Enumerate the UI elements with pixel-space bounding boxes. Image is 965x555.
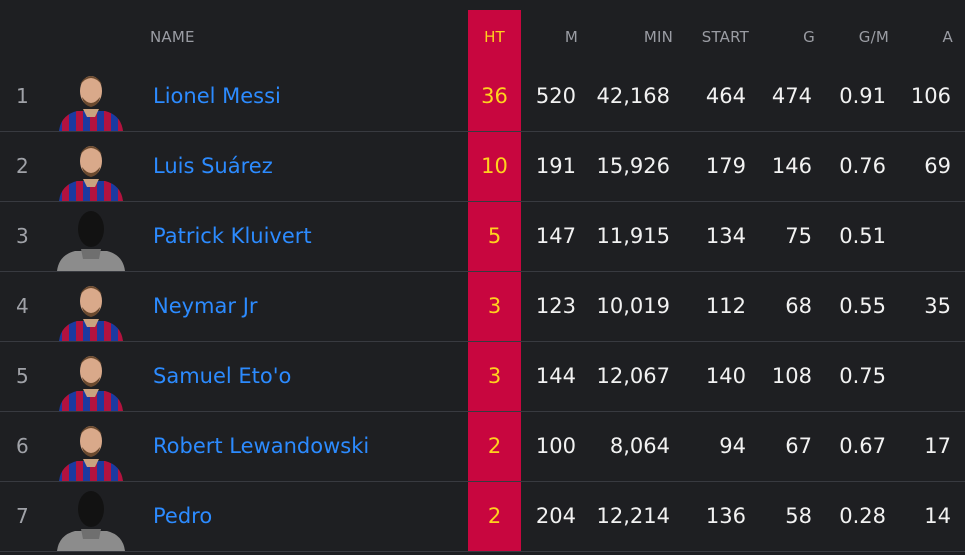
row-g-value: 67 <box>785 434 812 458</box>
row-m-value: 191 <box>535 154 576 178</box>
player-name-link[interactable]: Lionel Messi <box>153 84 281 108</box>
table-row[interactable]: 3 Patrick Kluivert 5 147 11,915 134 75 0.51 <box>0 201 965 272</box>
header-g[interactable]: G <box>803 28 815 46</box>
row-min-value: 11,915 <box>596 224 670 248</box>
row-a-value: 69 <box>924 154 951 178</box>
row-a-value: 106 <box>910 84 951 108</box>
row-min-value: 10,019 <box>596 294 670 318</box>
row-rank: 7 <box>16 504 29 528</box>
row-m-value: 100 <box>535 434 576 458</box>
player-avatar-icon <box>55 205 127 271</box>
table-row[interactable]: 7 Pedro 2 204 12,214 136 58 0.28 14 <box>0 481 965 552</box>
header-ht[interactable]: HT <box>484 28 505 46</box>
row-a-value: 17 <box>924 434 951 458</box>
row-start-value: 140 <box>705 364 746 388</box>
row-min-value: 15,926 <box>596 154 670 178</box>
row-start-value: 94 <box>719 434 746 458</box>
row-g-value: 68 <box>785 294 812 318</box>
ht-column-highlight <box>468 10 521 551</box>
table-row[interactable]: 2 Luis Suárez 10 191 15,926 179 146 0.76 69 <box>0 131 965 202</box>
player-avatar-icon <box>55 415 127 481</box>
player-name-link[interactable]: Samuel Eto'o <box>153 364 292 388</box>
row-min-value: 12,214 <box>596 504 670 528</box>
header-name[interactable]: NAME <box>150 28 195 46</box>
row-g-value: 75 <box>785 224 812 248</box>
row-g-value: 146 <box>771 154 812 178</box>
player-name-link[interactable]: Neymar Jr <box>153 294 258 318</box>
header-min[interactable]: MIN <box>643 28 673 46</box>
row-gpm-value: 0.75 <box>839 364 886 388</box>
row-start-value: 136 <box>705 504 746 528</box>
row-a-value: 14 <box>924 504 951 528</box>
row-m-value: 147 <box>535 224 576 248</box>
row-ht-value: 5 <box>487 224 502 248</box>
table-row[interactable]: 5 Samuel Eto'o 3 144 12,067 140 108 0.75 <box>0 341 965 412</box>
row-a-value: 35 <box>924 294 951 318</box>
row-start-value: 464 <box>705 84 746 108</box>
row-m-value: 123 <box>535 294 576 318</box>
row-gpm-value: 0.91 <box>839 84 886 108</box>
header-a[interactable]: A <box>942 28 953 46</box>
row-gpm-value: 0.28 <box>839 504 886 528</box>
player-name-link[interactable]: Robert Lewandowski <box>153 434 370 458</box>
row-start-value: 179 <box>705 154 746 178</box>
header-start[interactable]: START <box>701 28 749 46</box>
player-avatar-icon <box>55 275 127 341</box>
row-start-value: 112 <box>705 294 746 318</box>
row-min-value: 42,168 <box>596 84 670 108</box>
row-gpm-value: 0.67 <box>839 434 886 458</box>
row-gpm-value: 0.55 <box>839 294 886 318</box>
row-rank: 6 <box>16 434 29 458</box>
row-rank: 4 <box>16 294 29 318</box>
row-ht-value: 3 <box>487 364 502 388</box>
row-m-value: 144 <box>535 364 576 388</box>
row-m-value: 204 <box>535 504 576 528</box>
table-row[interactable]: 1 Lionel Messi 36 520 42,168 464 474 0.91 106 <box>0 61 965 132</box>
table-row[interactable]: 4 Neymar Jr 3 123 10,019 112 68 0.55 35 <box>0 271 965 342</box>
player-avatar-icon <box>55 135 127 201</box>
row-ht-value: 2 <box>487 504 502 528</box>
row-m-value: 520 <box>535 84 576 108</box>
row-ht-value: 2 <box>487 434 502 458</box>
row-min-value: 12,067 <box>596 364 670 388</box>
row-ht-value: 3 <box>487 294 502 318</box>
row-rank: 3 <box>16 224 29 248</box>
player-name-link[interactable]: Pedro <box>153 504 213 528</box>
row-gpm-value: 0.51 <box>839 224 886 248</box>
player-avatar-icon <box>55 485 127 551</box>
header-m[interactable]: M <box>564 28 578 46</box>
row-gpm-value: 0.76 <box>839 154 886 178</box>
row-g-value: 58 <box>785 504 812 528</box>
table-row[interactable]: 6 Robert Lewandowski 2 100 8,064 94 67 0.67 17 <box>0 411 965 482</box>
row-g-value: 474 <box>771 84 812 108</box>
row-start-value: 134 <box>705 224 746 248</box>
header-gpm[interactable]: G/M <box>858 28 889 46</box>
row-min-value: 8,064 <box>609 434 670 458</box>
row-rank: 2 <box>16 154 29 178</box>
table-header: NAME HT M MIN START G G/M A <box>0 0 965 72</box>
player-avatar-icon <box>55 345 127 411</box>
player-avatar-icon <box>55 65 127 131</box>
row-ht-value: 10 <box>481 154 508 178</box>
row-rank: 1 <box>16 84 29 108</box>
row-ht-value: 36 <box>481 84 508 108</box>
row-a-value <box>900 341 951 411</box>
row-rank: 5 <box>16 364 29 388</box>
row-a-value <box>900 201 951 271</box>
player-name-link[interactable]: Patrick Kluivert <box>153 224 312 248</box>
row-g-value: 108 <box>771 364 812 388</box>
player-name-link[interactable]: Luis Suárez <box>153 154 273 178</box>
